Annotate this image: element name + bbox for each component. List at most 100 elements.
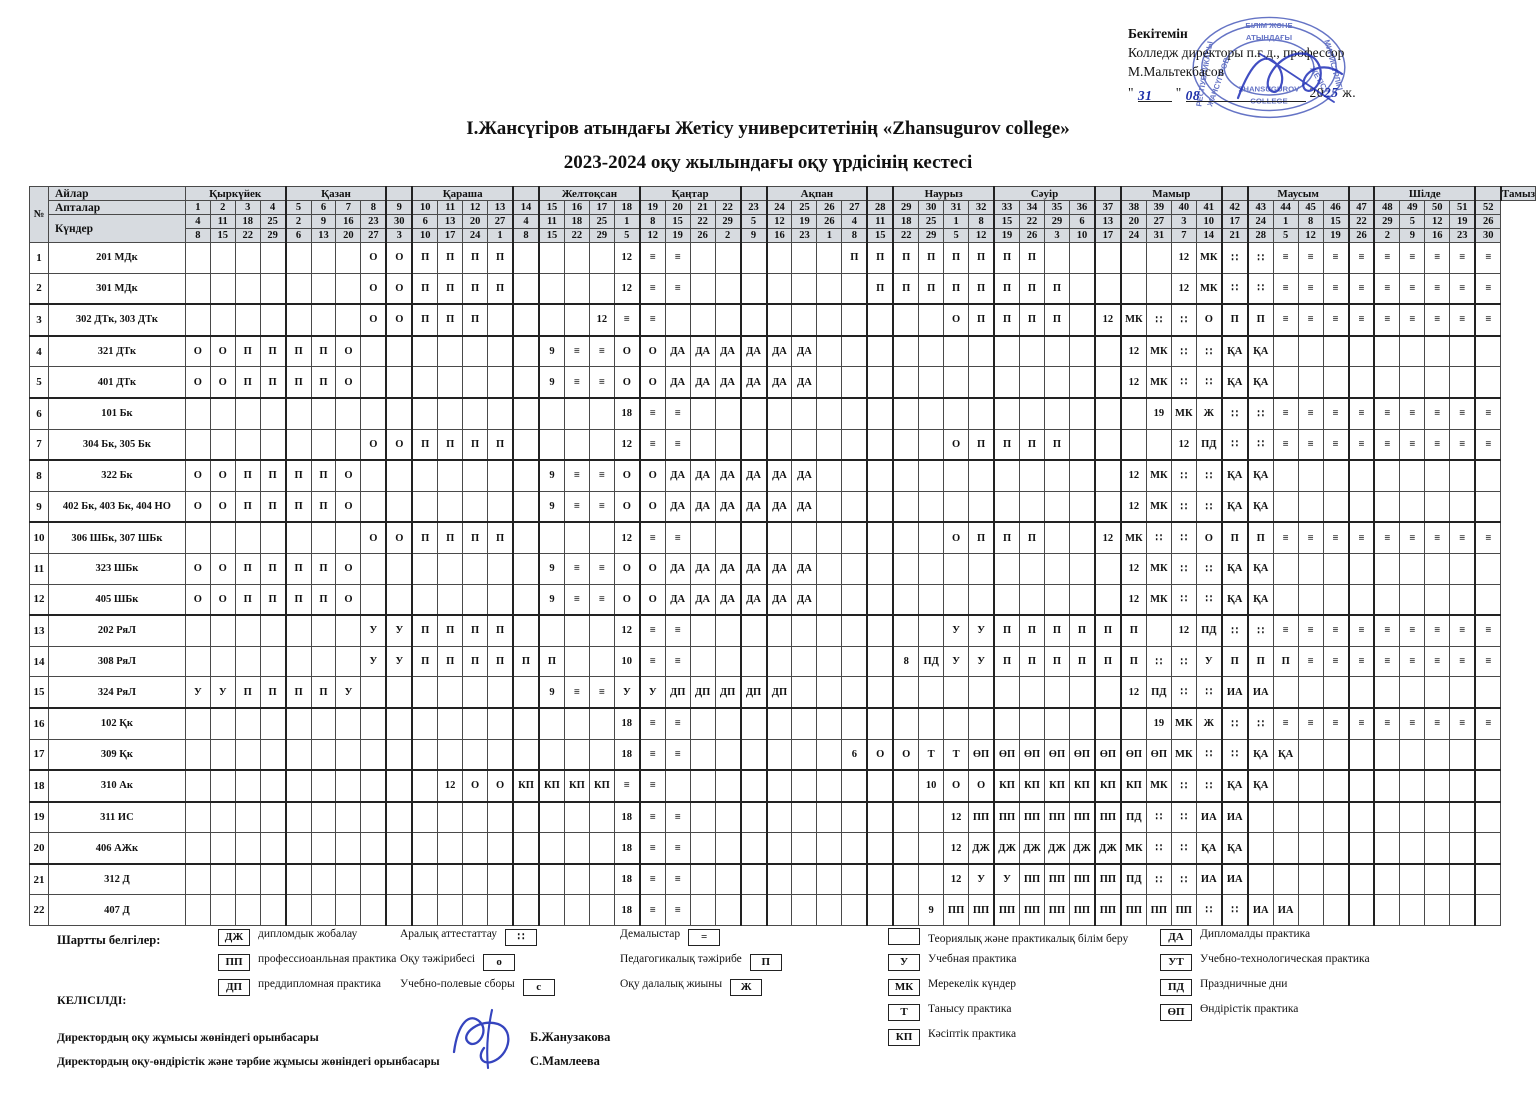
schedule-cell[interactable]: ≡ <box>1449 614 1476 647</box>
schedule-cell[interactable]: ≡ <box>638 894 666 927</box>
schedule-cell[interactable] <box>1424 863 1451 896</box>
schedule-cell[interactable] <box>563 645 590 678</box>
schedule-cell[interactable]: У <box>968 645 995 678</box>
schedule-cell[interactable]: ИА <box>1272 894 1299 927</box>
schedule-cell[interactable] <box>360 832 387 865</box>
schedule-cell[interactable] <box>791 863 818 896</box>
schedule-cell[interactable] <box>816 303 843 337</box>
schedule-cell[interactable]: 9 <box>537 490 565 524</box>
schedule-cell[interactable] <box>943 335 970 368</box>
schedule-cell[interactable] <box>816 521 843 554</box>
schedule-cell[interactable] <box>537 738 565 772</box>
schedule-cell[interactable]: П <box>284 335 312 368</box>
schedule-cell[interactable]: О <box>360 272 387 306</box>
schedule-cell[interactable] <box>335 272 362 306</box>
schedule-cell[interactable] <box>816 459 843 492</box>
schedule-cell[interactable] <box>892 863 920 896</box>
schedule-cell[interactable]: ≡ <box>588 459 615 492</box>
schedule-cell[interactable] <box>918 397 945 430</box>
schedule-cell[interactable]: ≡ <box>1347 521 1375 554</box>
schedule-cell[interactable] <box>1373 676 1401 709</box>
schedule-cell[interactable]: ∷ <box>1195 552 1223 585</box>
schedule-cell[interactable] <box>918 863 945 896</box>
schedule-cell[interactable] <box>918 428 945 462</box>
schedule-cell[interactable] <box>1449 676 1476 709</box>
schedule-cell[interactable]: ≡ <box>664 521 691 554</box>
schedule-cell[interactable] <box>1347 366 1375 399</box>
schedule-cell[interactable] <box>437 801 464 834</box>
schedule-cell[interactable] <box>689 614 716 647</box>
schedule-cell[interactable] <box>1068 397 1096 430</box>
schedule-cell[interactable] <box>841 801 868 834</box>
schedule-cell[interactable]: ≡ <box>1424 397 1451 430</box>
schedule-cell[interactable]: У <box>209 676 236 709</box>
schedule-cell[interactable]: ДА <box>689 490 716 524</box>
schedule-cell[interactable]: ПД <box>918 645 945 678</box>
schedule-cell[interactable] <box>563 832 590 865</box>
schedule-cell[interactable]: 12 <box>1170 272 1197 306</box>
schedule-cell[interactable] <box>892 397 920 430</box>
schedule-cell[interactable]: ≡ <box>1297 614 1324 647</box>
schedule-cell[interactable]: ≡ <box>1424 303 1451 337</box>
schedule-cell[interactable]: МК <box>1170 738 1197 772</box>
schedule-cell[interactable] <box>1424 832 1451 865</box>
schedule-cell[interactable] <box>1093 428 1122 462</box>
schedule-cell[interactable] <box>1297 738 1324 772</box>
schedule-cell[interactable] <box>1019 459 1045 492</box>
schedule-cell[interactable]: ДА <box>791 335 818 368</box>
schedule-cell[interactable] <box>1043 459 1070 492</box>
schedule-cell[interactable]: ӨП <box>1119 738 1147 772</box>
schedule-cell[interactable] <box>512 335 540 368</box>
schedule-cell[interactable]: О <box>184 490 211 524</box>
schedule-cell[interactable] <box>1272 552 1299 585</box>
schedule-cell[interactable]: П <box>259 366 287 399</box>
schedule-cell[interactable] <box>1043 335 1070 368</box>
schedule-cell[interactable] <box>588 645 615 678</box>
schedule-cell[interactable]: ИА <box>1195 863 1223 896</box>
schedule-cell[interactable]: П <box>411 614 439 647</box>
schedule-cell[interactable]: ∷ <box>1170 676 1197 709</box>
schedule-cell[interactable] <box>714 397 742 430</box>
schedule-cell[interactable] <box>892 832 920 865</box>
schedule-cell[interactable] <box>335 614 362 647</box>
schedule-cell[interactable]: О <box>1195 521 1223 554</box>
schedule-cell[interactable]: 9 <box>537 552 565 585</box>
schedule-cell[interactable] <box>259 272 287 306</box>
schedule-cell[interactable]: Ж <box>1195 397 1223 430</box>
schedule-cell[interactable]: ПП <box>943 894 970 927</box>
schedule-cell[interactable]: КП <box>1119 769 1147 803</box>
schedule-cell[interactable]: ДП <box>689 676 716 709</box>
schedule-cell[interactable]: П <box>437 614 464 647</box>
schedule-cell[interactable] <box>588 428 615 462</box>
schedule-cell[interactable] <box>1019 335 1045 368</box>
schedule-cell[interactable] <box>184 894 211 927</box>
schedule-cell[interactable] <box>664 769 691 803</box>
schedule-cell[interactable] <box>1272 490 1299 524</box>
schedule-cell[interactable] <box>284 645 312 678</box>
schedule-cell[interactable] <box>411 801 439 834</box>
schedule-cell[interactable] <box>765 769 793 803</box>
schedule-cell[interactable]: О <box>209 552 236 585</box>
schedule-cell[interactable]: ∷ <box>1170 335 1197 368</box>
schedule-cell[interactable] <box>335 769 362 803</box>
schedule-cell[interactable]: ПП <box>1068 801 1096 834</box>
schedule-cell[interactable] <box>411 832 439 865</box>
schedule-cell[interactable] <box>537 242 565 274</box>
schedule-cell[interactable]: КП <box>512 769 540 803</box>
schedule-cell[interactable] <box>487 832 514 865</box>
schedule-cell[interactable]: 12 <box>1119 583 1147 617</box>
schedule-cell[interactable] <box>1347 801 1375 834</box>
schedule-cell[interactable] <box>689 894 716 927</box>
schedule-cell[interactable]: КП <box>993 769 1021 803</box>
schedule-cell[interactable] <box>563 428 590 462</box>
schedule-cell[interactable]: 12 <box>613 242 641 274</box>
schedule-cell[interactable] <box>1449 863 1476 896</box>
schedule-cell[interactable]: П <box>1093 614 1122 647</box>
schedule-cell[interactable]: П <box>1246 303 1274 337</box>
schedule-cell[interactable]: ДА <box>765 583 793 617</box>
schedule-cell[interactable]: 12 <box>437 769 464 803</box>
schedule-cell[interactable] <box>841 863 868 896</box>
schedule-cell[interactable]: МК <box>1145 335 1172 368</box>
schedule-cell[interactable] <box>335 428 362 462</box>
schedule-cell[interactable]: ∷ <box>1170 459 1197 492</box>
